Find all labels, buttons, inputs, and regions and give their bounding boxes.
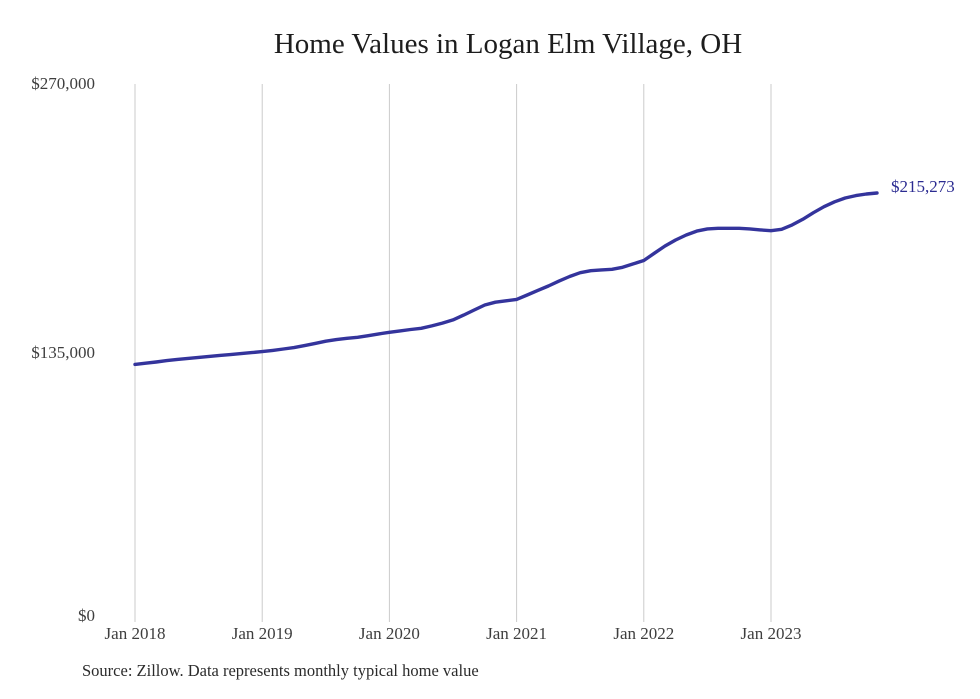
chart-title: Home Values in Logan Elm Village, OH — [273, 28, 743, 60]
x-tick-label: Jan 2023 — [740, 624, 802, 643]
y-tick-label: $0 — [78, 606, 95, 625]
source-note: Source: Zillow. Data represents monthly … — [82, 661, 479, 680]
latest-value-label: $215,273 — [891, 177, 955, 197]
x-tick-label: Jan 2021 — [486, 624, 548, 643]
y-tick-label: $135,000 — [31, 343, 95, 362]
x-tick-label: Jan 2022 — [613, 624, 675, 643]
y-tick-label: $270,000 — [31, 74, 95, 93]
x-tick-label: Jan 2020 — [358, 624, 420, 643]
x-tick-label: Jan 2018 — [104, 624, 166, 643]
home-value-line — [133, 191, 879, 367]
x-tick-label: Jan 2019 — [231, 624, 293, 643]
